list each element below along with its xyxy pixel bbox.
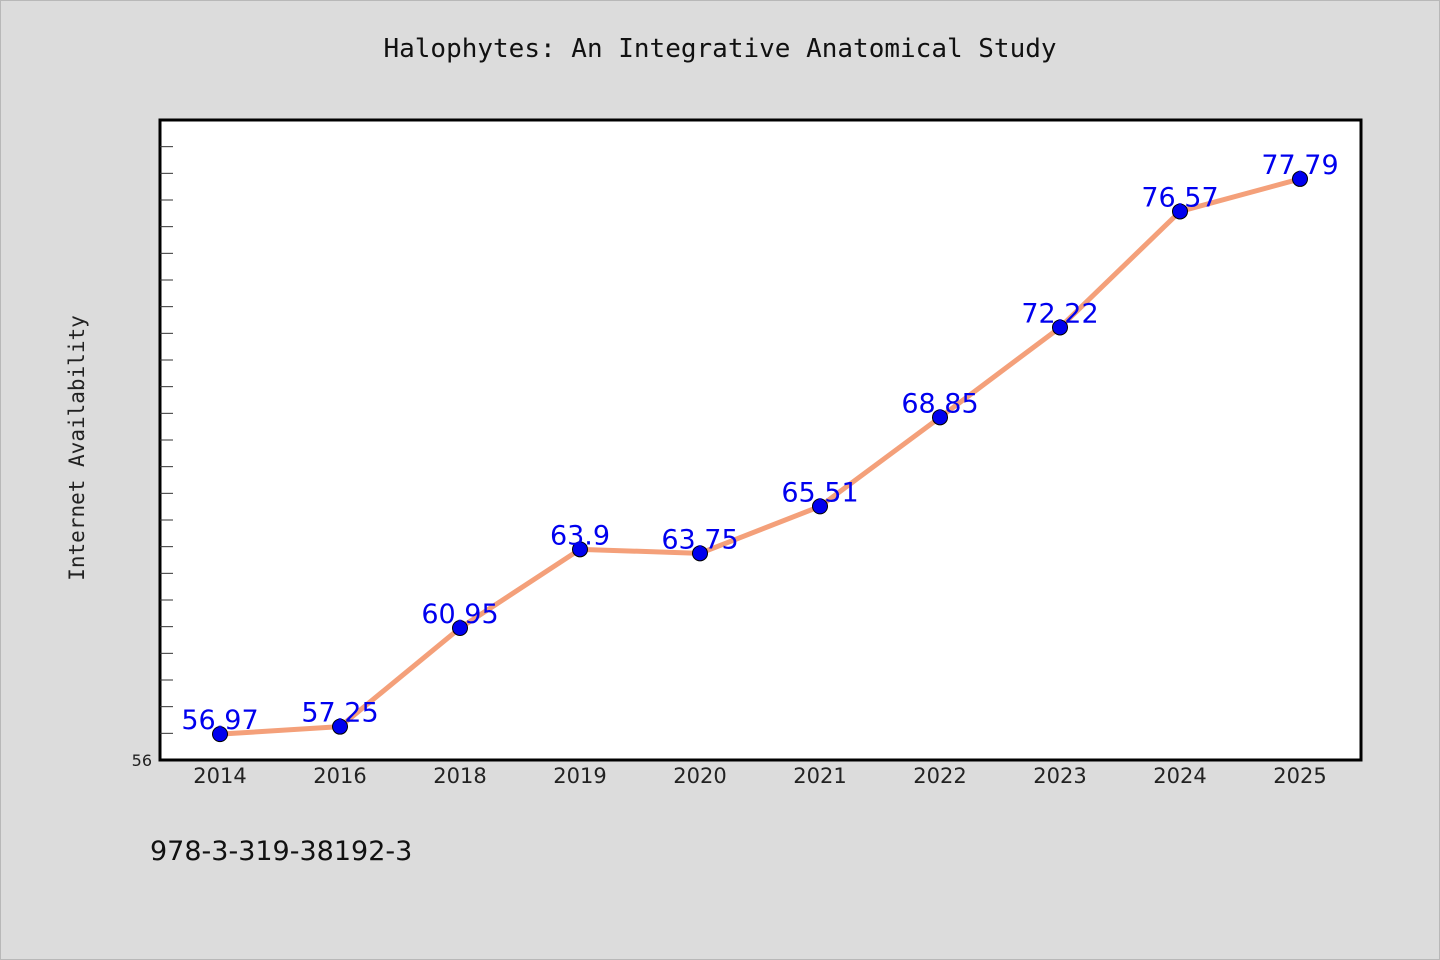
data-point [1292, 170, 1308, 187]
data-label: 72.22 [1021, 298, 1098, 329]
data-label: 76.57 [1141, 182, 1218, 213]
data-point [1052, 319, 1068, 336]
x-tick-label: 2023 [1033, 764, 1086, 788]
x-tick-label: 2024 [1153, 764, 1206, 788]
isbn-label: 978-3-319-38192-3 [150, 836, 413, 867]
x-tick-label: 2018 [433, 764, 486, 788]
data-label: 63.75 [661, 524, 738, 555]
data-label: 68.85 [901, 388, 978, 419]
data-label: 60.95 [421, 599, 498, 630]
data-label: 65.51 [781, 477, 858, 508]
x-tick-label: 2025 [1273, 764, 1326, 788]
data-label: 56.97 [181, 705, 258, 736]
data-point [932, 409, 948, 426]
x-tick-label: 2019 [553, 764, 606, 788]
data-label: 77.79 [1261, 150, 1338, 181]
x-tick-label: 2016 [313, 764, 366, 788]
data-point [572, 541, 588, 558]
chart-title: Halophytes: An Integrative Anatomical St… [383, 34, 1057, 64]
data-point [452, 620, 468, 636]
y-tick-label: 56 [132, 751, 152, 770]
data-label: 63.9 [550, 520, 610, 551]
data-point [332, 718, 348, 735]
data-point [692, 545, 708, 562]
series-line [217, 176, 1303, 737]
data-point [1172, 203, 1188, 220]
x-tick-label: 2014 [193, 764, 246, 788]
data-label: 57.25 [301, 698, 378, 729]
x-tick-label: 2021 [793, 764, 846, 788]
data-point [212, 726, 228, 743]
data-point [812, 498, 828, 515]
x-tick-label: 2022 [913, 764, 966, 788]
x-tick-label: 2020 [673, 764, 726, 788]
